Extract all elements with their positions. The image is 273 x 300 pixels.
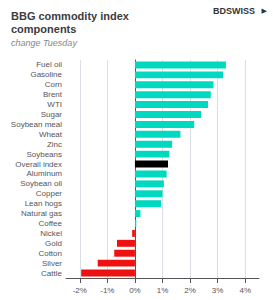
svg-text:Coffee: Coffee [39,219,63,228]
svg-text:-1%: -1% [100,286,114,295]
svg-text:Overall index: Overall index [15,160,62,169]
svg-text:Nickel: Nickel [40,229,62,238]
svg-text:2%: 2% [184,286,196,295]
svg-text:BBG commodity index: BBG commodity index [11,10,130,22]
svg-text:0%: 0% [129,286,141,295]
svg-text:Brent: Brent [43,90,63,99]
svg-text:components: components [11,23,76,35]
svg-text:Lean hogs: Lean hogs [25,199,62,208]
svg-text:Gold: Gold [45,239,62,248]
svg-text:Fuel oil: Fuel oil [36,60,62,69]
svg-text:WTI: WTI [47,100,62,109]
svg-text:Soybean oil: Soybean oil [20,179,62,188]
svg-text:-2%: -2% [73,286,87,295]
svg-text:Zinc: Zinc [47,140,62,149]
svg-text:Cotton: Cotton [38,249,62,258]
svg-text:Wheat: Wheat [39,130,63,139]
svg-text:Soybean meal: Soybean meal [11,120,62,129]
svg-text:Sugar: Sugar [41,110,63,119]
svg-text:Aluminum: Aluminum [26,169,62,178]
svg-text:Natural gas: Natural gas [21,209,62,218]
svg-text:3%: 3% [212,286,224,295]
svg-text:▶: ▶ [262,7,268,14]
svg-text:Soybeans: Soybeans [26,150,62,159]
svg-text:change Tuesday: change Tuesday [11,38,77,48]
svg-text:1%: 1% [157,286,169,295]
svg-text:BDSWISS: BDSWISS [213,6,255,16]
svg-text:Cattle: Cattle [41,269,62,278]
svg-text:Silver: Silver [42,259,62,268]
svg-text:Gasoline: Gasoline [30,70,62,79]
svg-text:Copper: Copper [36,189,63,198]
svg-text:4%: 4% [239,286,251,295]
svg-text:Corn: Corn [45,80,62,89]
